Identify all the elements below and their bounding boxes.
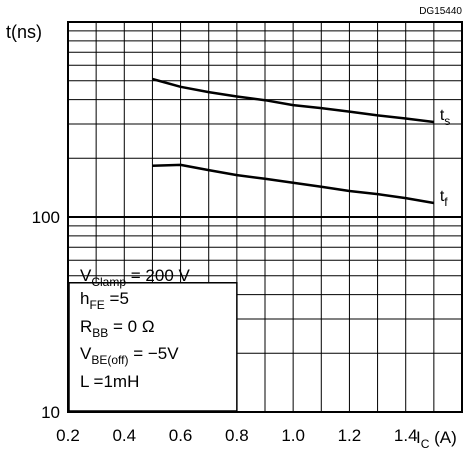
series-label-2-main: t (440, 188, 445, 205)
condition-1: VClamp = 200 V (80, 266, 190, 289)
series-label-1: ts (440, 107, 450, 128)
condition-2-value: =5 (105, 289, 129, 308)
series-label-1-main: t (440, 107, 445, 124)
condition-5-main: L (80, 372, 89, 391)
series-label-2: tf (440, 188, 448, 209)
y-tick-label: 100 (32, 208, 60, 227)
condition-3-value: = 0 Ω (108, 317, 154, 336)
series-line-2 (152, 163, 435, 205)
conditions-box-frame (68, 282, 238, 412)
grid (68, 22, 462, 412)
y-axis-label: t(ns) (6, 22, 42, 42)
x-tick-label: 0.2 (56, 426, 80, 445)
condition-3-main: R (80, 317, 92, 336)
condition-3-sub: BB (92, 326, 108, 340)
condition-4: VBE(off) = −5V (80, 344, 179, 367)
condition-1-sub: Clamp (91, 275, 126, 289)
x-tick-label: 1.4 (394, 426, 418, 445)
x-tick-label: 0.4 (112, 426, 136, 445)
x-axis-label-sub: C (421, 437, 430, 451)
condition-3: RBB = 0 Ω (80, 317, 155, 340)
x-tick-label: 0.8 (225, 426, 249, 445)
condition-2-sub: FE (89, 298, 104, 312)
condition-4-main: V (80, 344, 92, 363)
x-tick-label: 1.2 (338, 426, 362, 445)
condition-2-main: h (80, 289, 89, 308)
plot-frame (67, 21, 463, 413)
y-tick-label: 10 (41, 403, 60, 422)
series-line-1 (152, 77, 435, 124)
condition-1-main: V (80, 266, 92, 285)
series-label-2-sub: f (444, 195, 448, 209)
condition-5-value: =1mH (89, 372, 140, 391)
x-axis-label-main: I (416, 428, 421, 447)
condition-4-value: = −5V (128, 344, 179, 363)
series-label-1-sub: s (444, 114, 450, 128)
condition-2: hFE =5 (80, 289, 129, 312)
x-tick-label: 0.6 (169, 426, 193, 445)
x-tick-label: 1.0 (281, 426, 305, 445)
condition-1-value: = 200 V (126, 266, 190, 285)
labels-layer: 0.2 0.4 0.6 0.8 1.0 1.2 1.410100t(ns)DG15440IC… (6, 6, 462, 451)
x-axis-label: IC (A) (416, 428, 457, 451)
condition-4-sub: BE(off) (91, 353, 128, 367)
condition-5: L =1mH (80, 372, 139, 391)
x-axis-label-value: (A) (429, 428, 456, 447)
figure-code: DG15440 (419, 6, 462, 17)
